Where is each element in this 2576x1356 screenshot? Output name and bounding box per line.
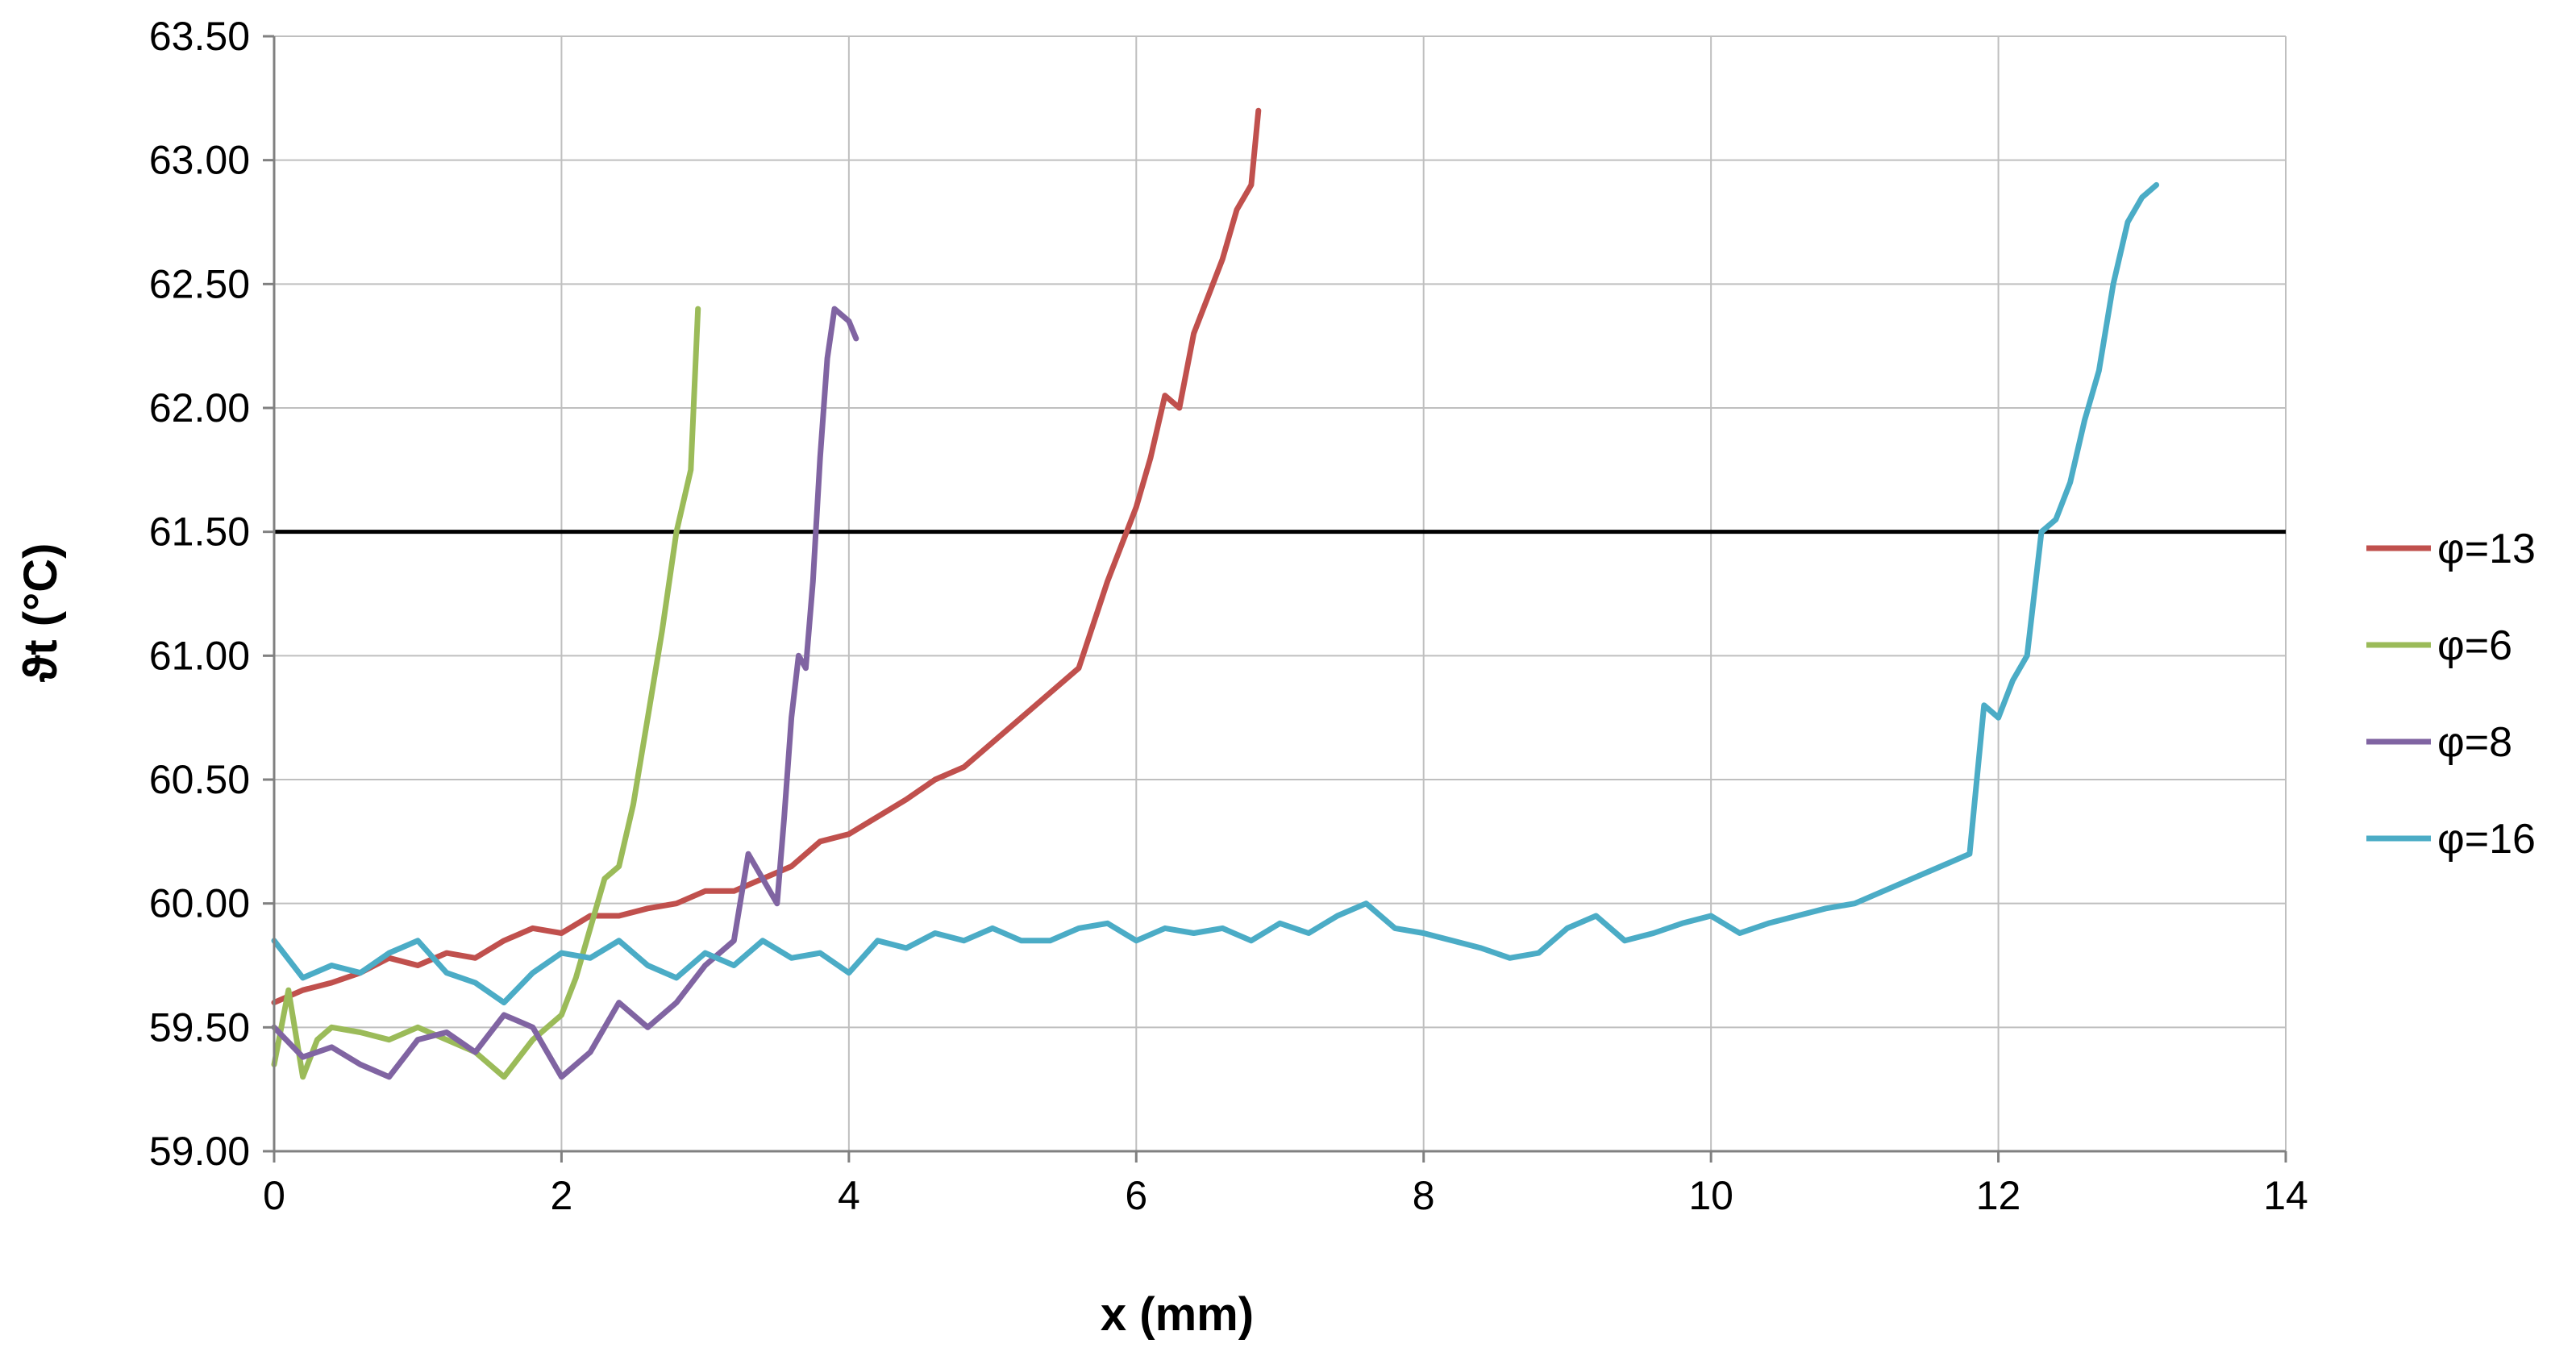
axes xyxy=(263,35,2287,1163)
x-tick-label: 10 xyxy=(1688,1173,1733,1218)
y-tick-label: 62.50 xyxy=(149,261,250,306)
y-axis-title: ϑt (°C) xyxy=(15,543,67,683)
series-line-2 xyxy=(271,306,859,1080)
x-tick-label: 4 xyxy=(838,1173,860,1218)
x-tick-label: 6 xyxy=(1125,1173,1147,1218)
x-tick-label: 2 xyxy=(551,1173,573,1218)
y-tick-label: 60.00 xyxy=(149,881,250,926)
series-line-0 xyxy=(271,107,1262,1006)
y-tick-label: 63.50 xyxy=(149,14,250,59)
series-line-3 xyxy=(271,181,2160,1006)
y-tick-label: 61.00 xyxy=(149,633,250,678)
x-tick-label: 0 xyxy=(263,1173,285,1218)
legend-label: φ=6 xyxy=(2437,622,2512,669)
x-tick-label: 12 xyxy=(1976,1173,2021,1218)
y-tick-label: 61.50 xyxy=(149,510,250,555)
legend-label: φ=8 xyxy=(2437,719,2512,766)
y-tick-label: 59.00 xyxy=(149,1129,250,1174)
x-tick-label: 8 xyxy=(1413,1173,1435,1218)
series-line-1 xyxy=(271,306,701,1080)
legend-label: φ=16 xyxy=(2437,816,2536,863)
y-tick-labels: 59.00 59.50 60.00 60.50 61.00 61.50 62.00 62.50… xyxy=(149,14,250,1174)
x-axis-title: x (mm) xyxy=(1101,1288,1254,1341)
x-tick-labels: 0 2 4 6 8 10 12 14 xyxy=(263,1173,2308,1218)
y-tick-label: 63.00 xyxy=(149,138,250,183)
y-tick-label: 62.00 xyxy=(149,385,250,431)
series-layer xyxy=(271,107,2160,1080)
y-tick-label: 59.50 xyxy=(149,1005,250,1050)
legend: φ=13 φ=6 φ=8 φ=16 xyxy=(2366,526,2536,863)
legend-label: φ=13 xyxy=(2437,526,2536,572)
x-tick-label: 14 xyxy=(2263,1173,2308,1218)
y-tick-label: 60.50 xyxy=(149,757,250,802)
